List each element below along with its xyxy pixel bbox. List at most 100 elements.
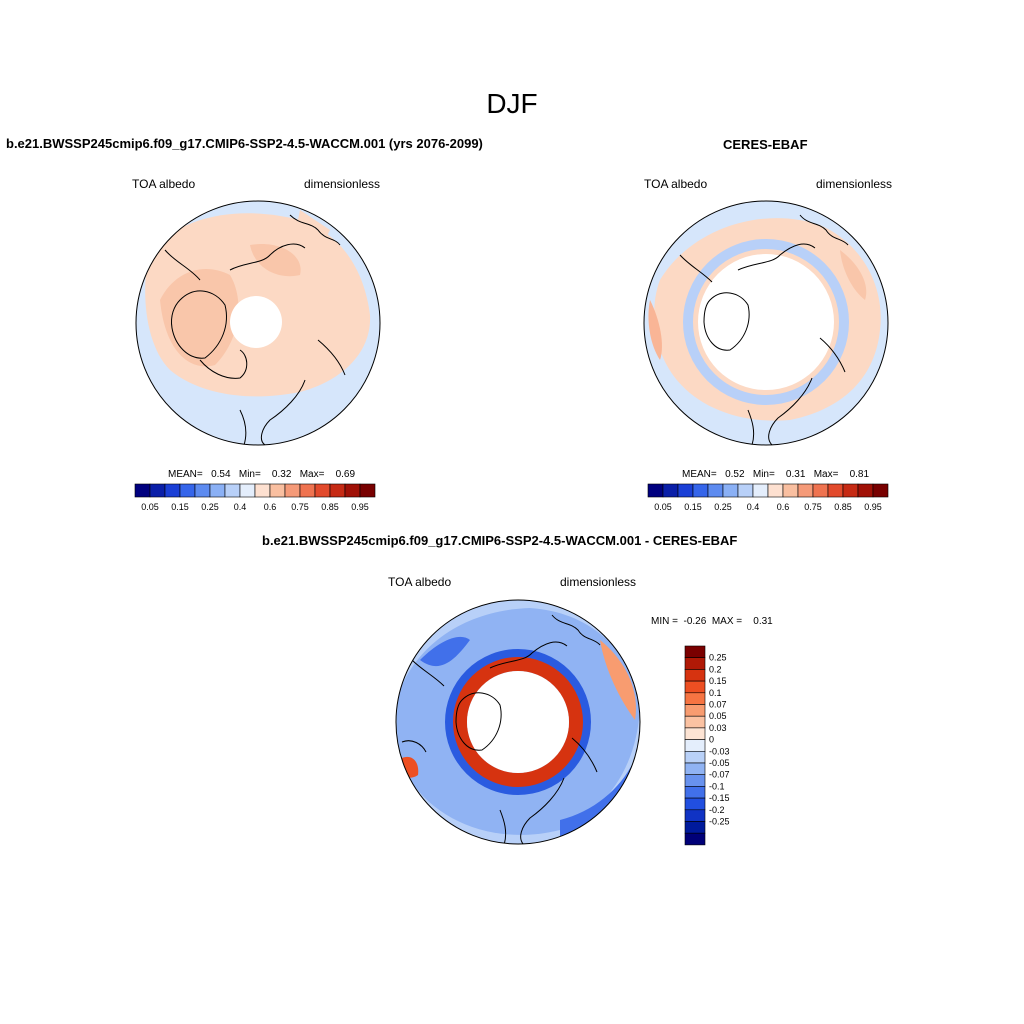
colorbar-tick-label: 0.03 bbox=[709, 723, 727, 733]
colorbar-swatch bbox=[164, 483, 181, 498]
colorbar-swatch bbox=[344, 483, 361, 498]
colorbar-swatch bbox=[857, 483, 874, 498]
colorbar-swatch bbox=[684, 727, 706, 740]
colorbar-swatch bbox=[149, 483, 166, 498]
colorbar-tick-label: 0 bbox=[709, 735, 714, 745]
colorbar-tick-label: 0.15 bbox=[171, 502, 189, 512]
colorbar-tick-label: 0.4 bbox=[234, 502, 247, 512]
colorbar-swatch bbox=[134, 483, 151, 498]
colorbar-difference: 0.250.2 0.15 0.1 0.070.05 0.03 0-0.03 -0.05 -0.… bbox=[684, 645, 730, 846]
colorbar-swatch bbox=[647, 483, 664, 498]
colorbar-swatch bbox=[684, 832, 706, 846]
colorbar-tick-label: 0.05 bbox=[141, 502, 159, 512]
colorbar-tick-label: 0.6 bbox=[777, 502, 790, 512]
colorbar-tick-label: 0.07 bbox=[709, 700, 727, 710]
colorbar-swatch bbox=[684, 750, 706, 764]
colorbar-tick-label: 0.25 bbox=[709, 653, 727, 663]
colorbar-tick-label: 0.05 bbox=[709, 711, 727, 721]
panel1-stats: MEAN= 0.54 Min= 0.32 Max= 0.69 bbox=[168, 469, 356, 480]
colorbar-tick-label: 0.85 bbox=[834, 502, 852, 512]
colorbar-swatch bbox=[684, 669, 706, 682]
colorbar-tick-label: 0.75 bbox=[291, 502, 309, 512]
colorbar-swatch bbox=[812, 483, 829, 498]
panel3-variable: TOA albedo bbox=[388, 575, 452, 589]
colorbar-swatch bbox=[684, 739, 706, 752]
colorbar-tick-label: -0.15 bbox=[709, 793, 730, 803]
colorbar-tick-label: -0.03 bbox=[709, 746, 730, 756]
colorbar-swatch bbox=[684, 797, 706, 811]
colorbar-swatch bbox=[684, 715, 706, 729]
colorbar-swatch bbox=[842, 483, 859, 498]
colorbar-swatch bbox=[737, 483, 754, 498]
colorbar-swatch bbox=[684, 809, 706, 822]
colorbar-swatch bbox=[684, 762, 706, 775]
page-title: DJF bbox=[486, 88, 538, 119]
colorbar-tick-label: 0.75 bbox=[804, 502, 822, 512]
colorbar-swatch bbox=[684, 786, 706, 799]
colorbar-tick-label: 0.1 bbox=[709, 688, 722, 698]
colorbar-swatch bbox=[872, 483, 889, 498]
colorbar-swatch bbox=[827, 483, 844, 498]
colorbar-swatch bbox=[299, 483, 316, 498]
colorbar-swatch bbox=[797, 483, 814, 498]
colorbar-swatch bbox=[179, 483, 196, 498]
colorbar-swatch bbox=[707, 483, 724, 498]
map-difference bbox=[395, 599, 641, 845]
colorbar-swatch bbox=[224, 483, 241, 498]
colorbar-swatch bbox=[284, 483, 301, 498]
colorbar-swatch bbox=[662, 483, 679, 498]
map-ceres bbox=[643, 200, 889, 446]
colorbar-ceres: 0.05 0.15 0.25 0.4 0.6 0.75 0.85 0.95 bbox=[647, 483, 889, 512]
colorbar-tick-label: -0.05 bbox=[709, 758, 730, 768]
colorbar-swatch bbox=[684, 657, 706, 670]
colorbar-tick-label: 0.4 bbox=[747, 502, 760, 512]
colorbar-model: 0.05 0.15 0.25 0.4 0.6 0.75 0.85 0.95 bbox=[134, 483, 376, 512]
colorbar-swatch bbox=[722, 483, 739, 498]
panel2-stats: MEAN= 0.52 Min= 0.31 Max= 0.81 bbox=[682, 469, 870, 480]
colorbar-swatch bbox=[752, 483, 769, 498]
colorbar-swatch bbox=[684, 774, 706, 787]
colorbar-swatch bbox=[677, 483, 694, 498]
map-model bbox=[135, 200, 381, 446]
colorbar-swatch bbox=[684, 704, 706, 717]
colorbar-tick-label: 0.95 bbox=[351, 502, 369, 512]
colorbar-swatch bbox=[254, 483, 271, 498]
colorbar-tick-label: 0.2 bbox=[709, 664, 722, 674]
colorbar-tick-label: -0.25 bbox=[709, 817, 730, 827]
colorbar-swatch bbox=[684, 680, 706, 694]
colorbar-tick-label: -0.1 bbox=[709, 781, 725, 791]
panel3-title: b.e21.BWSSP245cmip6.f09_g17.CMIP6-SSP2-4… bbox=[262, 533, 738, 548]
panel3-units: dimensionless bbox=[560, 575, 637, 589]
panel3-stats: MIN = -0.26 MAX = 0.31 bbox=[651, 616, 773, 627]
panel2-title: CERES-EBAF bbox=[723, 137, 808, 152]
colorbar-swatch bbox=[314, 483, 331, 498]
panel2-units: dimensionless bbox=[816, 177, 893, 191]
colorbar-tick-label: 0.05 bbox=[654, 502, 672, 512]
colorbar-tick-label: -0.2 bbox=[709, 805, 725, 815]
panel1-variable: TOA albedo bbox=[132, 177, 196, 191]
colorbar-tick-label: 0.15 bbox=[709, 676, 727, 686]
colorbar-tick-label: 0.25 bbox=[201, 502, 219, 512]
colorbar-swatch bbox=[684, 645, 706, 658]
colorbar-swatch bbox=[782, 483, 799, 498]
colorbar-swatch bbox=[359, 483, 376, 498]
colorbar-swatch bbox=[329, 483, 346, 498]
colorbar-tick-label: 0.85 bbox=[321, 502, 339, 512]
colorbar-swatch bbox=[684, 821, 706, 834]
colorbar-swatch bbox=[239, 483, 256, 498]
colorbar-swatch bbox=[692, 483, 709, 498]
colorbar-swatch bbox=[767, 483, 784, 498]
colorbar-tick-label: 0.25 bbox=[714, 502, 732, 512]
colorbar-tick-label: 0.95 bbox=[864, 502, 882, 512]
colorbar-tick-label: 0.6 bbox=[264, 502, 277, 512]
colorbar-swatch bbox=[209, 483, 226, 498]
panel1-title: b.e21.BWSSP245cmip6.f09_g17.CMIP6-SSP2-4… bbox=[6, 136, 483, 151]
panel2-variable: TOA albedo bbox=[644, 177, 708, 191]
colorbar-tick-label: -0.07 bbox=[709, 770, 730, 780]
colorbar-tick-label: 0.15 bbox=[684, 502, 702, 512]
colorbar-swatch bbox=[684, 692, 706, 705]
panel1-units: dimensionless bbox=[304, 177, 381, 191]
colorbar-swatch bbox=[194, 483, 211, 498]
colorbar-swatch bbox=[269, 483, 286, 498]
